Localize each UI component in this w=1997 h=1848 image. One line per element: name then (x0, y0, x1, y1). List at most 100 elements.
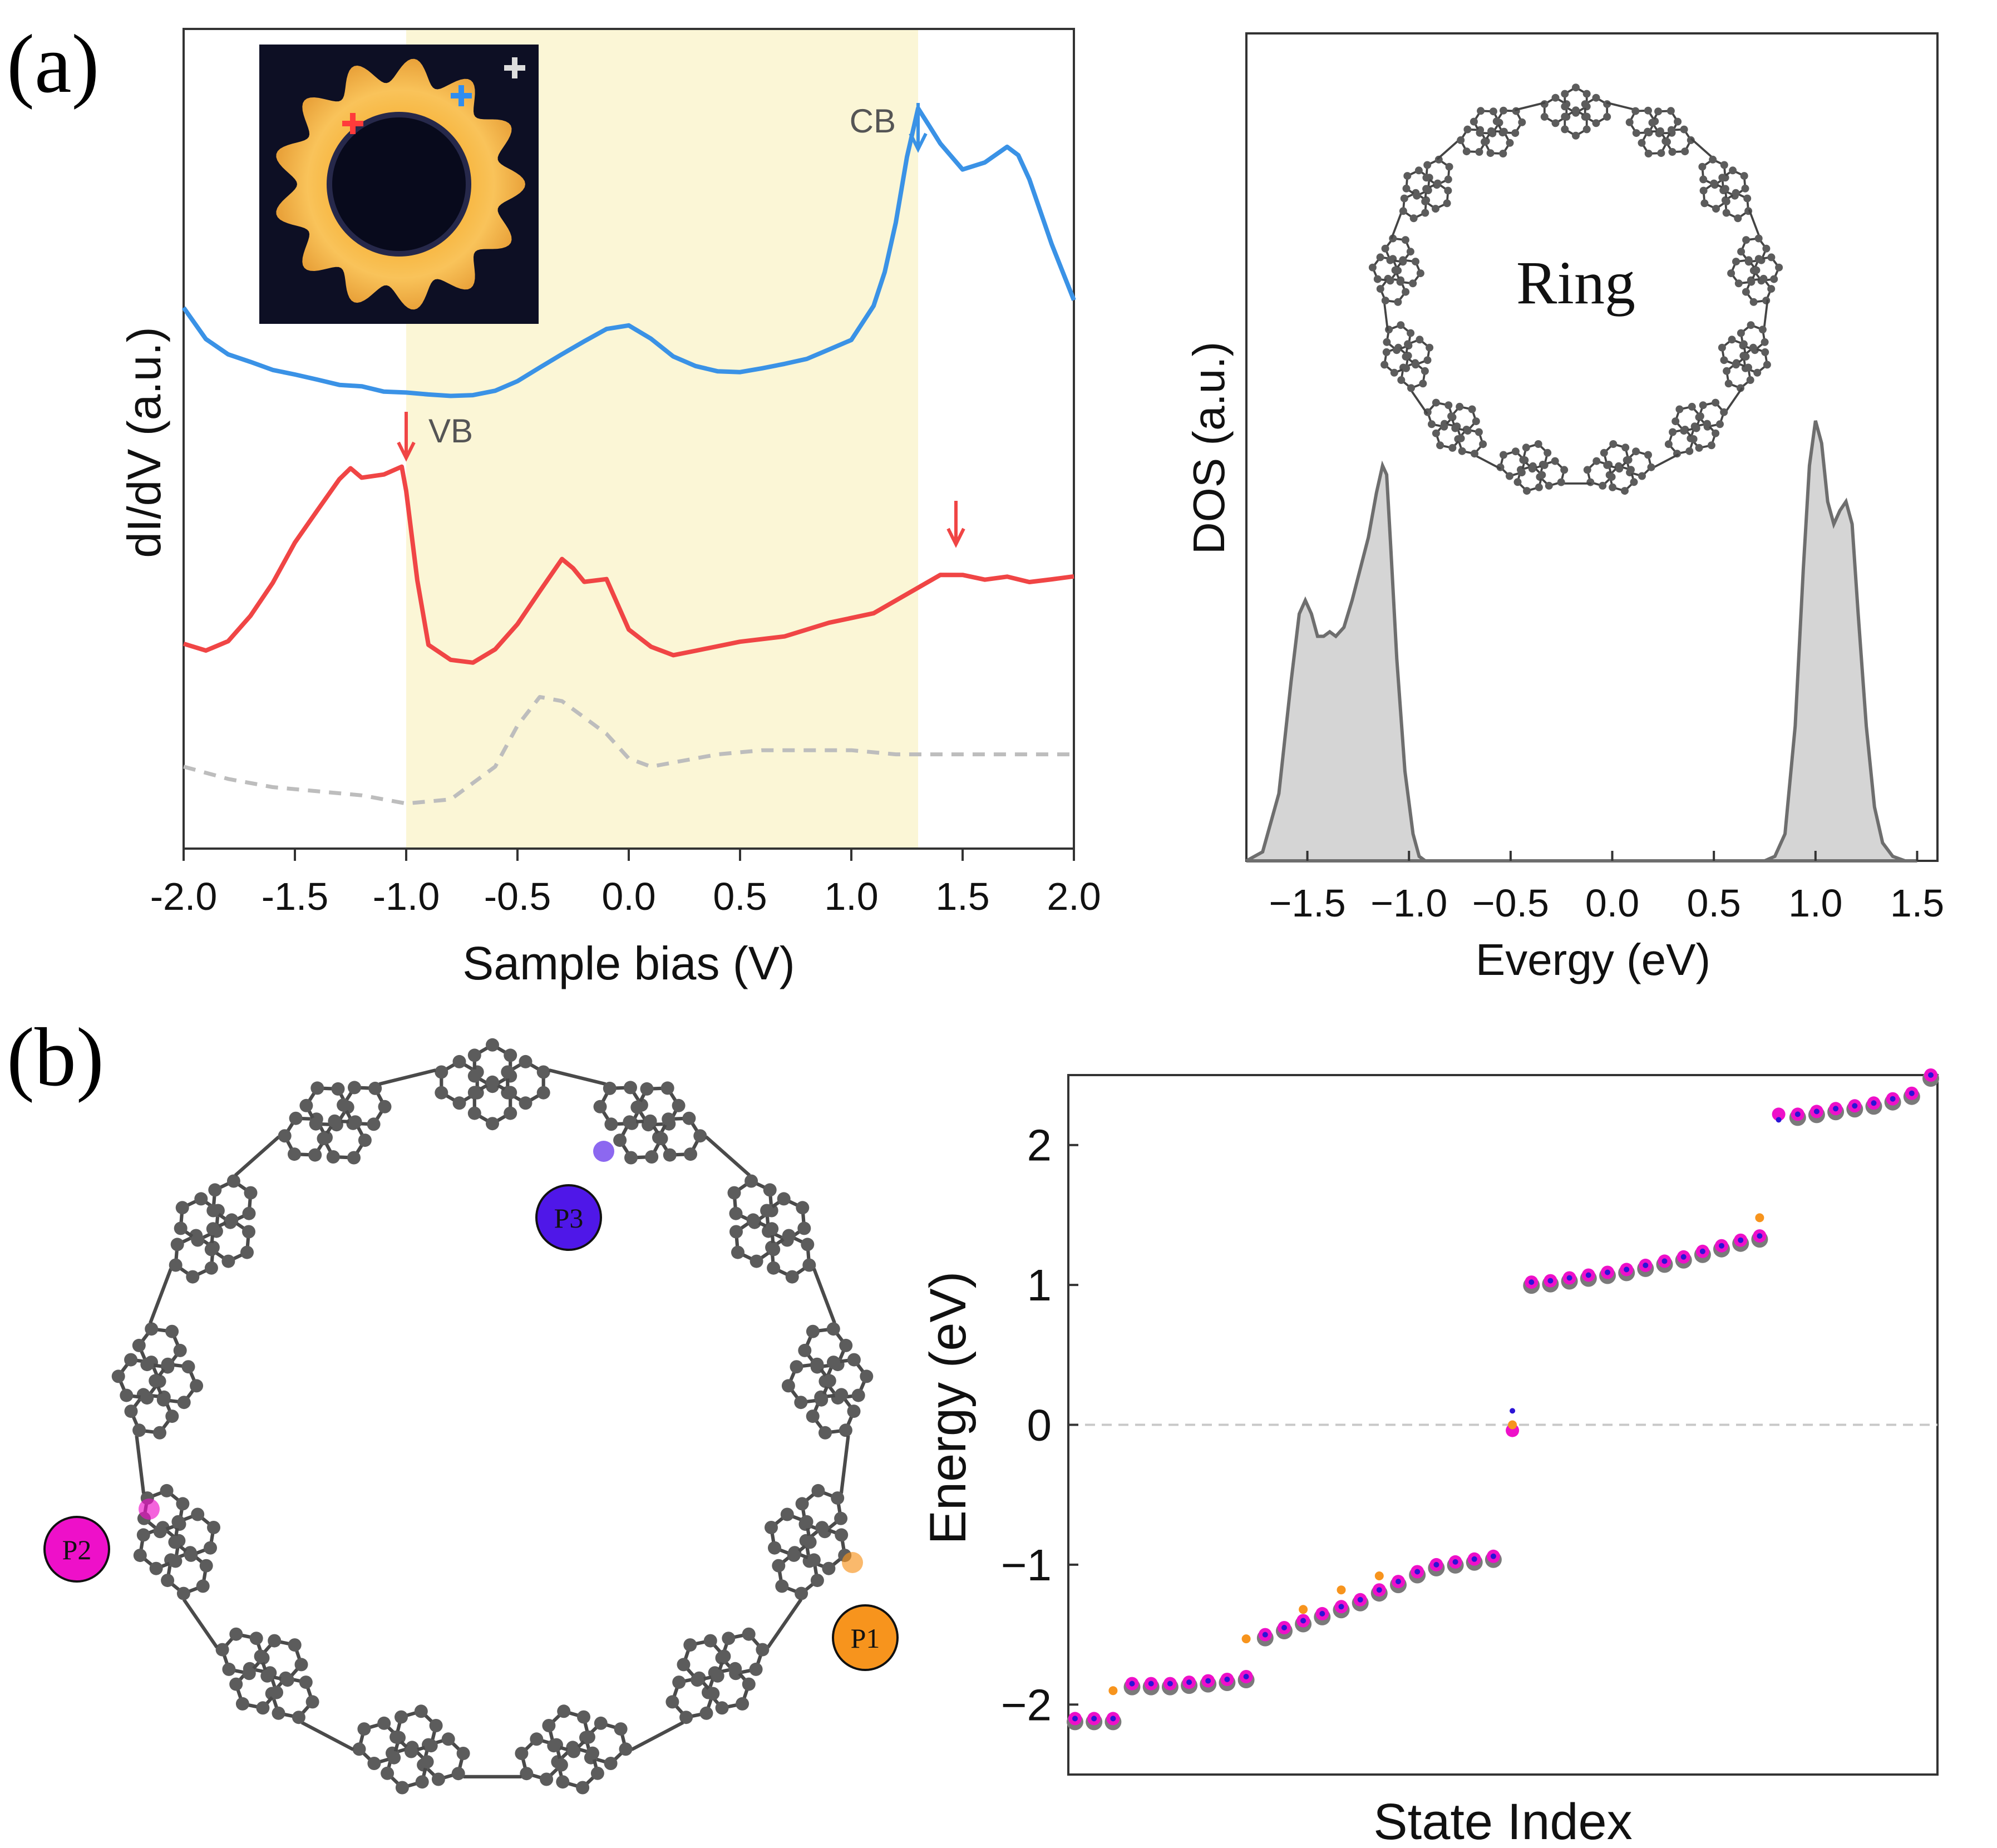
site-label-p3: P3 (554, 1203, 584, 1234)
carbon-atom (1475, 428, 1483, 436)
carbon-atom (1412, 258, 1419, 266)
carbon-atom (229, 1627, 243, 1641)
site-markers: P1 P2 P3 (43, 1141, 899, 1671)
carbon-atom (1414, 166, 1423, 175)
carbon-atom (604, 1757, 618, 1770)
carbon-atom (1671, 417, 1680, 426)
energy-point-p1 (1241, 1634, 1251, 1644)
carbon-atom (797, 1221, 811, 1235)
carbon-atom (177, 1396, 191, 1410)
sts-x-tick-label: 2.0 (1047, 875, 1101, 918)
carbon-atom (742, 1627, 756, 1641)
linker-bond (300, 1721, 354, 1751)
cb-arrow (909, 103, 928, 153)
carbon-atom (643, 1114, 657, 1128)
carbon-atom (1599, 481, 1607, 490)
carbon-atom (1383, 338, 1391, 346)
carbon-atom (169, 1554, 183, 1568)
carbon-atom (292, 1711, 305, 1724)
carbon-atom (1500, 451, 1507, 459)
carbon-atom (1519, 456, 1527, 464)
carbon-atom (1496, 463, 1505, 471)
carbon-atom (467, 1048, 481, 1062)
carbon-atom (1440, 422, 1448, 431)
carbon-atom (777, 1192, 791, 1206)
carbon-atom (1457, 136, 1465, 144)
carbon-atom (429, 1719, 443, 1732)
carbon-atom (1638, 139, 1646, 147)
carbon-atom (746, 1213, 760, 1227)
carbon-atom (176, 1497, 190, 1511)
carbon-atom (367, 1117, 381, 1131)
carbon-atom (1522, 443, 1530, 452)
carbon-atom (1456, 402, 1464, 411)
carbon-atom (1761, 348, 1769, 356)
carbon-atom (191, 1233, 205, 1247)
carbon-atom (806, 1324, 820, 1338)
carbon-atom (557, 1704, 571, 1718)
carbon-atom (1513, 478, 1522, 486)
dos-x-tick-label: 0.0 (1585, 881, 1639, 925)
linker-bond (1763, 299, 1769, 331)
energy-y-tick-label: 2 (1027, 1121, 1052, 1170)
energy-point-p3 (1243, 1674, 1249, 1679)
carbon-atom (1561, 90, 1569, 98)
carbon-atom (794, 1396, 808, 1410)
energy-point-p3 (1110, 1716, 1116, 1722)
carbon-atom (161, 1357, 175, 1371)
carbon-atom (798, 1343, 812, 1357)
carbon-atom (1603, 100, 1611, 109)
carbon-atom (140, 1391, 154, 1405)
carbon-atom (722, 1632, 736, 1645)
energy-point-p3 (1148, 1681, 1154, 1687)
energy-y-tick-label: −1 (1001, 1540, 1052, 1590)
carbon-atom (1732, 361, 1740, 369)
carbon-atom (414, 1704, 428, 1718)
sts-x-tick-label: -0.5 (484, 875, 551, 918)
carbon-atom (174, 1221, 188, 1235)
carbon-atom (672, 1675, 686, 1689)
linker-bond (839, 1435, 850, 1494)
carbon-atom (1624, 456, 1633, 464)
carbon-atom (1432, 398, 1440, 407)
carbon-atom (395, 1710, 408, 1724)
carbon-atom (1739, 340, 1748, 348)
carbon-atom (140, 1358, 154, 1372)
chart-sts: -2.0 -1.5 -1.0 -0.5 0.0 0.5 1.0 1.5 2.0 Sample b… (118, 28, 1101, 989)
dos-x-ticks: −1.5 −1.0 −0.5 0.0 0.5 1.0 1.5 (1269, 851, 1944, 925)
carbon-atom (765, 1521, 778, 1534)
carbon-atom (677, 1658, 691, 1672)
carbon-atom (1368, 263, 1377, 272)
carbon-atom (1770, 275, 1778, 283)
carbon-atom (1709, 155, 1717, 164)
linker-bond (1514, 101, 1546, 111)
carbon-atom (756, 1643, 770, 1657)
carbon-atom (1732, 189, 1740, 197)
carbon-atom (1761, 338, 1769, 346)
sts-x-tick-label: 1.5 (935, 875, 989, 918)
energy-point-p3 (1757, 1233, 1763, 1239)
carbon-atom (420, 1755, 434, 1769)
carbon-atom (679, 1711, 693, 1724)
carbon-atom (452, 1096, 466, 1110)
carbon-atom (729, 1225, 743, 1239)
energy-point-p3 (1928, 1072, 1934, 1078)
carbon-atom (368, 1081, 382, 1095)
energy-point-p3 (1129, 1681, 1135, 1687)
energy-y-tick-label: 1 (1027, 1260, 1052, 1310)
carbon-atom (691, 1673, 704, 1687)
carbon-atom (1592, 119, 1600, 127)
dos-y-axis-label: DOS (a.u.) (1184, 342, 1234, 554)
carbon-atom (1734, 279, 1743, 288)
carbon-atom (486, 1075, 499, 1089)
carbon-atom (1685, 447, 1694, 455)
carbon-atom (540, 1772, 554, 1786)
carbon-atom (486, 1038, 499, 1052)
sts-x-tick-label: -1.5 (262, 875, 329, 918)
carbon-atom (831, 1491, 845, 1505)
carbon-atom (645, 1150, 659, 1164)
carbon-atom (1572, 106, 1580, 115)
energy-point-p3 (1585, 1272, 1591, 1278)
energy-point-p3 (1699, 1248, 1705, 1254)
carbon-atom (782, 1229, 796, 1243)
